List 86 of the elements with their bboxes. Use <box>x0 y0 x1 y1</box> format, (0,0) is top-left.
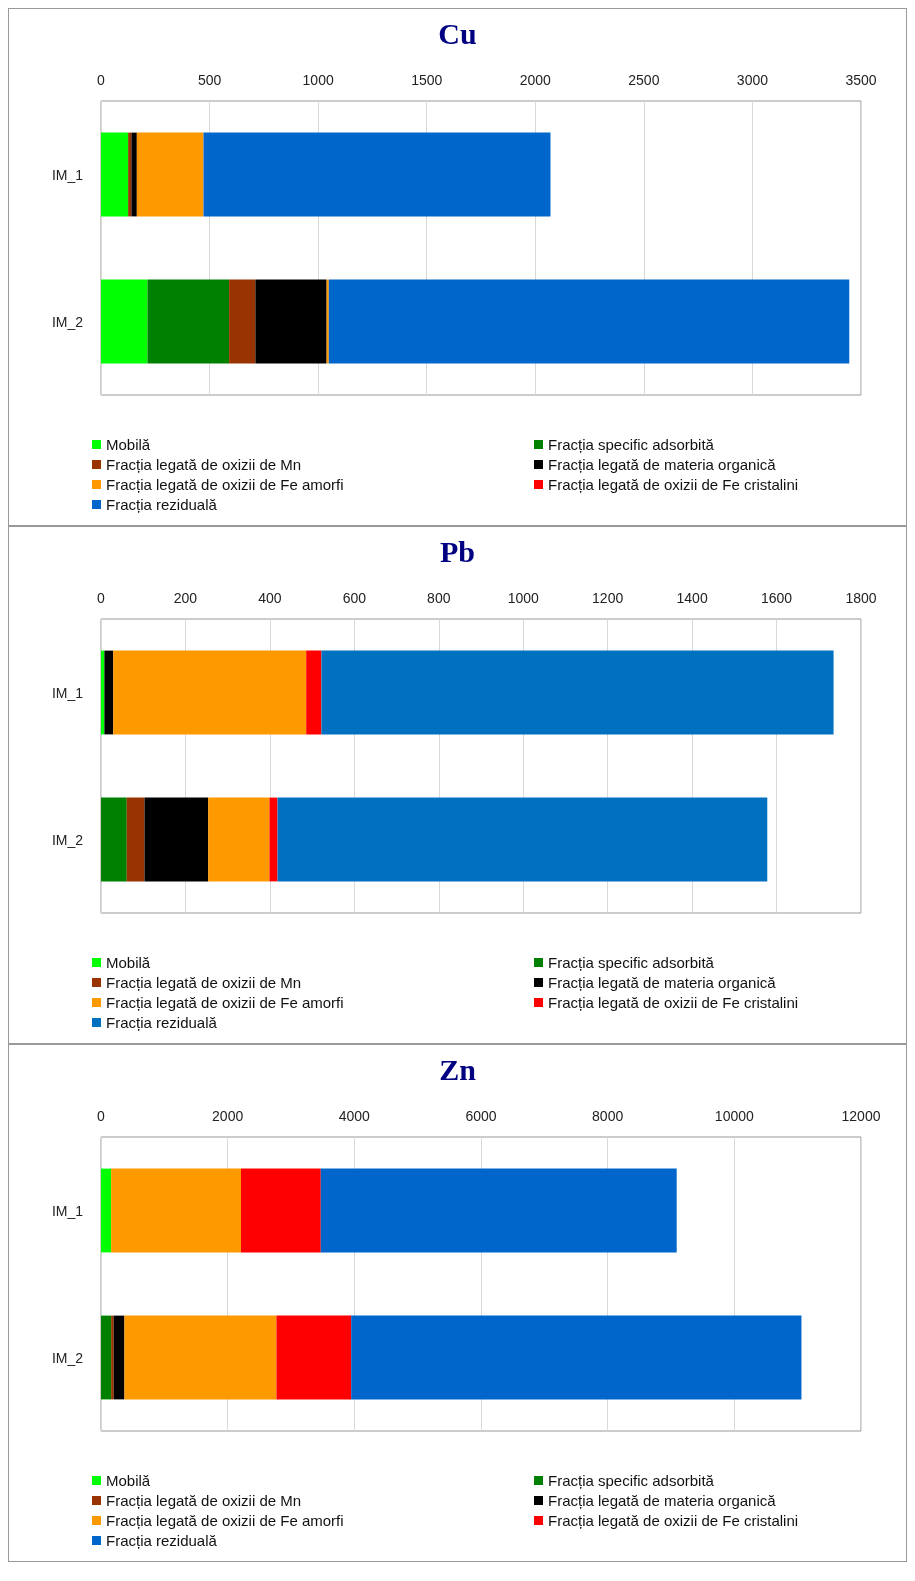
legend-label: Fracția legată de materia organică <box>548 974 777 991</box>
bar <box>101 1168 112 1253</box>
x-tick-label: 0 <box>97 590 106 606</box>
bar <box>101 1315 112 1400</box>
y-tick-label: IM_2 <box>51 313 84 330</box>
y-tick-label: IM_1 <box>51 684 84 701</box>
bar <box>104 650 114 735</box>
bar <box>277 797 768 882</box>
legend-label: Fracția legată de oxizii de Mn <box>106 974 302 991</box>
chart-title: Cu <box>438 16 477 50</box>
x-tick-label: 8000 <box>592 1108 624 1124</box>
bar <box>269 797 278 882</box>
x-tick-label: 200 <box>173 590 198 606</box>
legend-label: Fracția reziduală <box>106 1532 218 1549</box>
bar <box>111 1315 114 1400</box>
x-tick-label: 10000 <box>714 1108 755 1124</box>
legend-label: Fracția legată de oxizii de Fe amorfi <box>106 994 344 1011</box>
x-tick-label: 500 <box>197 72 222 88</box>
bar <box>321 650 834 735</box>
x-tick-label: 1200 <box>592 590 624 606</box>
bar <box>113 1315 125 1400</box>
x-tick-label: 1000 <box>507 590 539 606</box>
x-tick-label: 3500 <box>845 72 877 88</box>
y-tick-label: IM_2 <box>51 831 84 848</box>
x-tick-label: 400 <box>258 590 282 606</box>
legend-label: Fracția legată de oxizii de Mn <box>106 1492 302 1509</box>
x-tick-label: 1500 <box>411 72 443 88</box>
bar <box>147 279 230 364</box>
legend-label: Mobilă <box>106 436 151 453</box>
bar <box>144 797 209 882</box>
x-tick-label: 4000 <box>338 1108 371 1124</box>
x-tick-label: 2000 <box>519 72 552 88</box>
x-tick-label: 3000 <box>736 72 769 88</box>
chart-title: Zn <box>439 1052 477 1086</box>
legend-label: Fracția legată de oxizii de Fe amorfi <box>106 476 344 493</box>
legend-label: Fracția reziduală <box>106 496 218 513</box>
legend-label: Fracția legată de oxizii de Mn <box>106 456 302 473</box>
x-tick-label: 6000 <box>465 1108 497 1124</box>
x-tick-label: 0 <box>97 72 106 88</box>
bar <box>328 279 850 364</box>
bar <box>326 279 329 364</box>
legend-label: Fracția legată de oxizii de Fe cristalini <box>548 994 799 1011</box>
chart-title: Pb <box>439 534 476 568</box>
x-tick-label: 600 <box>342 590 367 606</box>
bar <box>131 132 137 217</box>
legend-label: Fracția legată de materia organică <box>548 456 777 473</box>
x-tick-label: 2500 <box>628 72 660 88</box>
x-tick-label: 1800 <box>845 590 877 606</box>
bar <box>306 650 322 735</box>
bar <box>320 1168 677 1253</box>
legend-label: Fracția legată de oxizii de Fe amorfi <box>106 1512 344 1529</box>
bar <box>128 132 132 217</box>
y-tick-label: IM_2 <box>51 1349 84 1366</box>
bar <box>126 797 145 882</box>
bar <box>240 1168 321 1253</box>
x-tick-label: 12000 <box>841 1108 881 1124</box>
bar <box>276 1315 352 1400</box>
bar <box>229 279 256 364</box>
legend-label: Fracția legată de oxizii de Fe cristalini <box>548 1512 799 1529</box>
y-tick-label: IM_1 <box>51 166 84 183</box>
bar <box>208 797 270 882</box>
y-tick-label: IM_1 <box>51 1202 84 1219</box>
legend-label: Fracția reziduală <box>106 1014 218 1031</box>
bar <box>203 132 551 217</box>
x-tick-label: 1000 <box>302 72 334 88</box>
legend-label: Mobilă <box>106 954 151 971</box>
bar <box>101 132 129 217</box>
bar <box>255 279 327 364</box>
bar <box>124 1315 277 1400</box>
x-tick-label: 2000 <box>212 1108 244 1124</box>
bar <box>101 279 148 364</box>
legend-label: Mobilă <box>106 1472 151 1489</box>
x-tick-label: 0 <box>97 1108 106 1124</box>
x-tick-label: 1400 <box>676 590 708 606</box>
x-tick-label: 1600 <box>760 590 793 606</box>
legend-label: Fracția specific adsorbită <box>548 436 715 453</box>
legend-label: Fracția legată de materia organică <box>548 1492 777 1509</box>
bar <box>351 1315 802 1400</box>
bar <box>111 1168 241 1253</box>
legend-label: Fracția specific adsorbită <box>548 954 715 971</box>
bar <box>113 650 307 735</box>
bar <box>136 132 204 217</box>
legend-label: Fracția legată de oxizii de Fe cristalini <box>548 476 799 493</box>
legend-label: Fracția specific adsorbită <box>548 1472 715 1489</box>
bar <box>101 797 127 882</box>
x-tick-label: 800 <box>427 590 451 606</box>
